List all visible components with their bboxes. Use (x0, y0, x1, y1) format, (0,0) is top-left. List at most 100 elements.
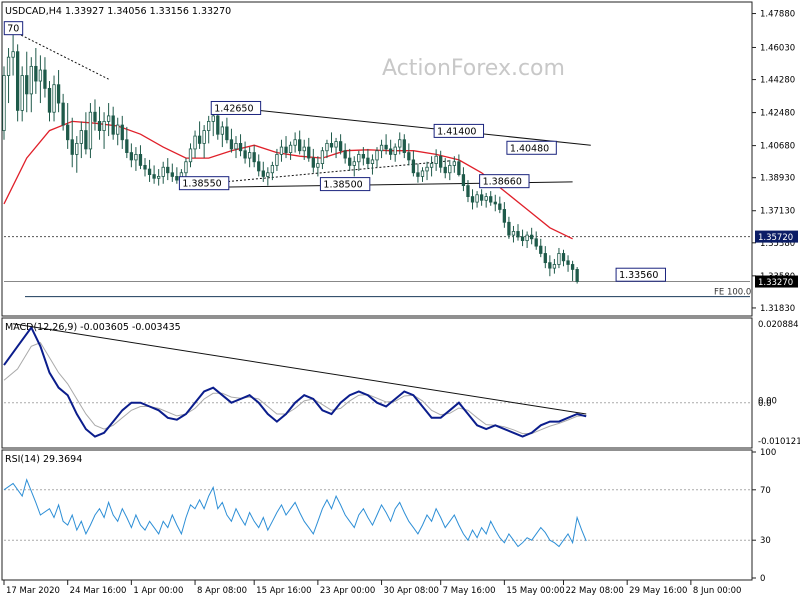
price-layer: FE 100.0 70 1.42650 1.38550 1.38500 1.41400 1.… (2, 21, 751, 298)
candle-body (275, 154, 279, 166)
candle-body (475, 194, 479, 203)
candle-body (493, 201, 497, 205)
x-tick-label: 17 Mar 2020 (6, 586, 60, 596)
candle-body (439, 155, 443, 168)
macd-tick-label: 0.0 (758, 399, 772, 409)
x-tick-label: 22 May 08:00 (566, 586, 624, 596)
candle-body (575, 269, 579, 282)
rsi-line (3, 478, 587, 548)
candle-body (79, 130, 83, 144)
price-tick-label: 1.42480 (760, 109, 795, 119)
annotation-box (3, 21, 24, 36)
price-tick-label: 1.44280 (760, 76, 795, 86)
trendline-0 (249, 108, 591, 146)
candle-body (207, 120, 211, 131)
candle-body (407, 152, 411, 161)
candle-body (229, 139, 234, 150)
candle-body (261, 170, 265, 177)
candle-body (111, 115, 115, 135)
candle-body (252, 152, 256, 163)
candle-body (461, 174, 466, 186)
candle-body (134, 154, 138, 161)
annotation-box (178, 176, 230, 191)
candle-body (561, 253, 566, 262)
rsi-tick-label: 30 (760, 536, 771, 546)
candle-body (88, 111, 93, 150)
candle-body (75, 143, 79, 155)
rsi-tick-label: 70 (760, 486, 771, 496)
candle-body (202, 130, 206, 144)
annotation-label: 1.38550 (182, 179, 221, 190)
candle-body (266, 172, 270, 177)
x-tick-label: 8 Jun 00:00 (693, 586, 742, 596)
price-tick-label: 1.37130 (760, 207, 795, 217)
candle-body (116, 124, 120, 135)
candle-body (225, 126, 229, 141)
candle-body (498, 203, 502, 210)
candle-body (452, 161, 456, 166)
candle-body (393, 146, 397, 155)
candle-body (166, 166, 170, 174)
candle-body (420, 170, 425, 177)
candle-body (352, 161, 356, 166)
candle-body (38, 69, 43, 82)
rsi-layer (3, 478, 750, 548)
candle-body (516, 231, 520, 238)
macd-trendline (13, 323, 587, 415)
candle-body (329, 143, 334, 148)
annotation-box (210, 100, 262, 115)
x-tick-label: 7 May 16:00 (443, 586, 496, 596)
x-tick-label: 29 May 16:00 (629, 586, 687, 596)
candle-body (284, 146, 288, 153)
candle-body (2, 75, 6, 131)
macd-layer (3, 323, 750, 438)
annotation-label: 70 (7, 24, 19, 35)
candle-body (530, 234, 534, 240)
candle-body (184, 161, 188, 174)
candle-body (120, 124, 124, 141)
candle-body (279, 146, 284, 155)
candle-body (502, 209, 507, 223)
candle-body (247, 152, 252, 159)
candle-body (370, 159, 375, 164)
candle-body (175, 176, 179, 181)
candle-body (257, 161, 261, 172)
candle-body (84, 130, 88, 150)
annotation-label: 1.41400 (437, 126, 476, 137)
candle-body (520, 236, 525, 242)
price-tick-label: 1.47880 (760, 10, 795, 20)
x-tick-label: 1 Apr 00:00 (133, 586, 183, 596)
candle-body (97, 120, 102, 131)
candle-body (6, 56, 11, 76)
candle-body (20, 75, 24, 111)
candle-body (384, 144, 388, 150)
candle-body (470, 196, 475, 203)
candle-body (448, 165, 452, 174)
candle-body (125, 139, 129, 153)
price-tick-label: 1.35380 (760, 239, 795, 249)
candle-body (425, 166, 429, 172)
rsi-tick-label: 100 (760, 448, 776, 458)
macd-tick-label: 0.020884 (758, 320, 799, 330)
candle-body (138, 154, 143, 166)
annotation-box (433, 123, 485, 138)
rsi-tick-label: 0 (760, 574, 765, 584)
candle-body (143, 165, 147, 170)
trendline-3 (17, 32, 109, 80)
candle-body (220, 126, 224, 135)
candle-body (443, 166, 447, 174)
candle-body (216, 115, 220, 135)
macd-tick-label: 0.00 (758, 396, 777, 406)
annotation-label: 1.38660 (483, 177, 522, 188)
candle-body (525, 234, 529, 242)
current-price-label: 1.33270 (758, 278, 793, 288)
candle-body (25, 75, 29, 95)
candle-body (311, 157, 315, 168)
x-tick-label: 30 Apr 08:00 (384, 586, 439, 596)
candle-body (566, 260, 570, 265)
candle-body (193, 135, 197, 150)
candle-body (47, 87, 52, 113)
x-tick-label: 24 Mar 16:00 (70, 586, 127, 596)
candle-body (543, 253, 547, 264)
candle-body (375, 150, 379, 161)
